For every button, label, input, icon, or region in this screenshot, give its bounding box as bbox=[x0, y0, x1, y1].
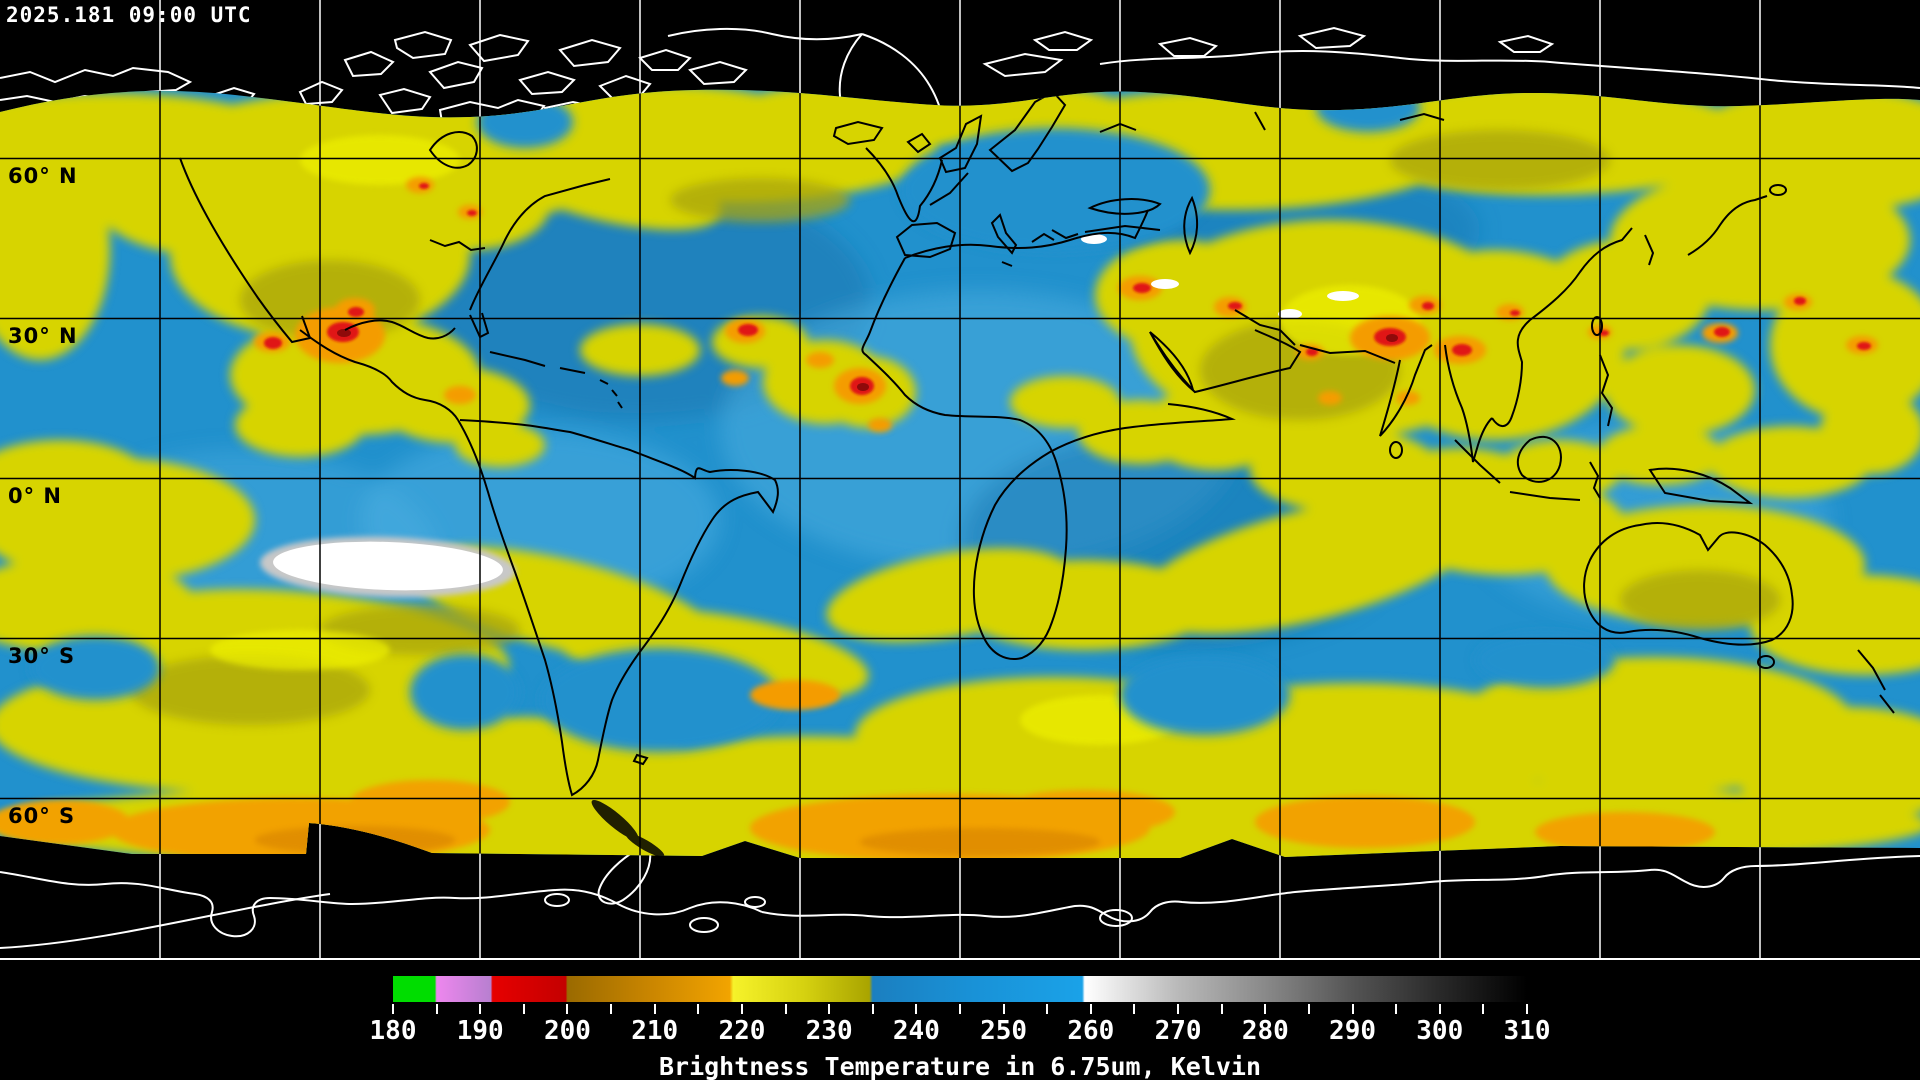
latitude-label-2: 0° N bbox=[8, 484, 62, 508]
colorbar-tick-190 bbox=[479, 1004, 482, 1014]
latitude-label-3: 30° S bbox=[8, 644, 76, 668]
colorbar-tick-230 bbox=[828, 1004, 831, 1014]
colorbar-label-290: 290 bbox=[1329, 1016, 1377, 1046]
white-cloud-patches bbox=[260, 234, 1359, 598]
colorbar-tick-180 bbox=[392, 1004, 394, 1014]
colorbar-tick-205 bbox=[610, 1004, 613, 1014]
map-area: 2025.181 09:00 UTC 60° N 30° N 0° N 30° S 60… bbox=[0, 0, 1920, 958]
colorbar-label-210: 210 bbox=[631, 1016, 679, 1046]
timestamp-label: 2025.181 09:00 UTC bbox=[6, 3, 252, 27]
colorbar-label-300: 300 bbox=[1416, 1016, 1464, 1046]
colorbar-tick-265 bbox=[1133, 1004, 1136, 1014]
colorbar-tick-285 bbox=[1307, 1004, 1310, 1014]
coastlines-on-data bbox=[179, 90, 1895, 797]
colorbar-tick-310 bbox=[1526, 1004, 1528, 1014]
world-water-vapor-map bbox=[0, 0, 1920, 958]
colorbar-tick-245 bbox=[959, 1004, 961, 1014]
colorbar-tick-185 bbox=[435, 1004, 438, 1014]
peninsula-dark-streaks bbox=[591, 799, 665, 857]
convective-red-cores bbox=[264, 183, 1871, 395]
colorbar-label-270: 270 bbox=[1154, 1016, 1202, 1046]
colorbar-label-240: 240 bbox=[892, 1016, 940, 1046]
colorbar-label-260: 260 bbox=[1067, 1016, 1115, 1046]
colorbar-tick-220 bbox=[740, 1004, 743, 1014]
latitude-label-4: 60° S bbox=[8, 804, 76, 828]
colorbar-tick-295 bbox=[1395, 1004, 1398, 1014]
convective-darkred-cores bbox=[337, 329, 1398, 391]
colorbar-legend: 180 190 200 210 220 230 240 250 260 270 280 290 300 3… bbox=[0, 958, 1920, 1080]
colorbar-label-230: 230 bbox=[805, 1016, 853, 1046]
colorbar-tick-255 bbox=[1046, 1004, 1049, 1014]
colorbar-tick-305 bbox=[1482, 1004, 1485, 1014]
colorbar-tick-250 bbox=[1002, 1004, 1005, 1014]
colorbar-label-250: 250 bbox=[980, 1016, 1028, 1046]
satellite-data-region bbox=[0, 89, 1920, 859]
colorbar-tick-225 bbox=[784, 1004, 787, 1014]
colorbar-tick-240 bbox=[915, 1004, 918, 1014]
colorbar-tick-210 bbox=[653, 1004, 656, 1014]
gridlines-on-data bbox=[0, 89, 1920, 859]
colorbar-tick-235 bbox=[871, 1004, 874, 1014]
colorbar-tick-300 bbox=[1438, 1004, 1441, 1014]
colorbar-label-180: 180 bbox=[369, 1016, 417, 1046]
colorbar-label-200: 200 bbox=[543, 1016, 591, 1046]
colorbar-label-310: 310 bbox=[1503, 1016, 1551, 1046]
colorbar-tick-280 bbox=[1264, 1004, 1267, 1014]
antarctic-coastline bbox=[0, 847, 1920, 949]
colorbar-tick-275 bbox=[1220, 1004, 1223, 1014]
latitude-label-1: 30° N bbox=[8, 324, 78, 348]
latitude-label-0: 60° N bbox=[8, 164, 78, 188]
colorbar-tick-195 bbox=[522, 1004, 525, 1014]
colorbar-tick-290 bbox=[1351, 1004, 1354, 1014]
colorbar-label-220: 220 bbox=[718, 1016, 766, 1046]
colorbar-caption: Brightness Temperature in 6.75um, Kelvin bbox=[658, 1052, 1262, 1080]
colorbar-tick-215 bbox=[697, 1004, 700, 1014]
colorbar-tick-270 bbox=[1177, 1004, 1180, 1014]
cloud-bright-highlights bbox=[210, 135, 1420, 745]
colorbar-label-190: 190 bbox=[456, 1016, 504, 1046]
colorbar-tick-200 bbox=[566, 1004, 569, 1014]
colorbar-tick-260 bbox=[1089, 1004, 1092, 1014]
colorbar-label-280: 280 bbox=[1241, 1016, 1289, 1046]
colorbar bbox=[393, 976, 1527, 1002]
